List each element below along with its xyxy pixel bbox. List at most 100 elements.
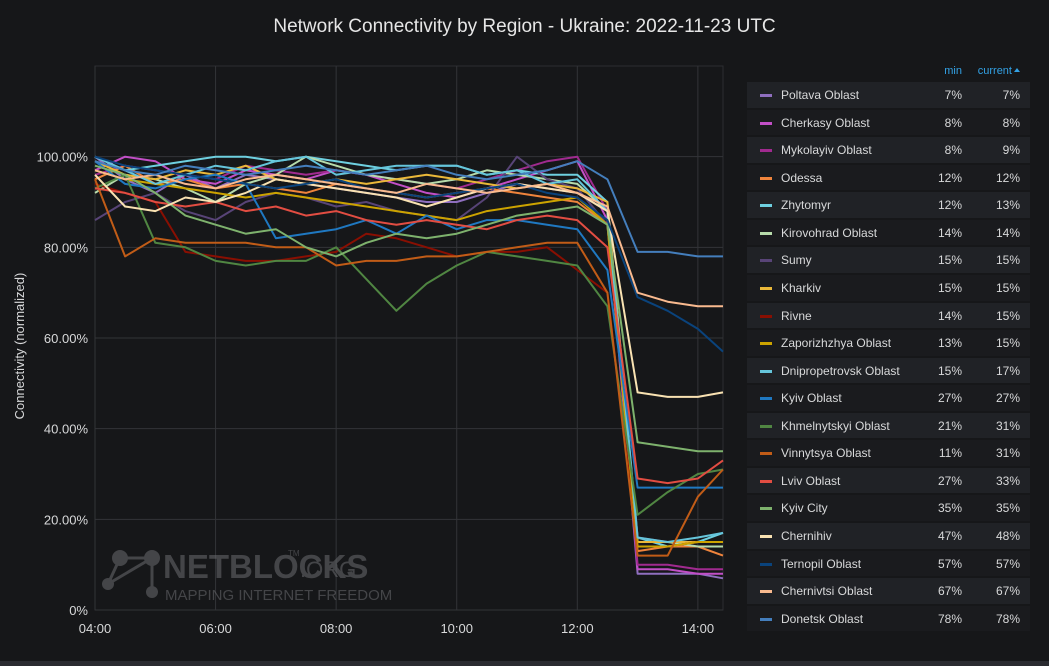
series-color-swatch[interactable]	[760, 204, 772, 208]
watermark-brand: NETBLOCKS	[163, 548, 368, 585]
series-color-swatch[interactable]	[760, 94, 772, 97]
x-tick-label: 06:00	[199, 621, 232, 636]
legend-current-value: 35%	[995, 501, 1020, 516]
series-color-swatch[interactable]	[760, 452, 772, 456]
series-color-swatch[interactable]	[760, 397, 772, 401]
legend-series-name[interactable]: Kyiv City	[781, 501, 828, 516]
legend-series-name[interactable]: Odessa	[781, 170, 823, 185]
netblocks-watermark: NETBLOCKS TM .ORG MAPPING INTERNET FREED…	[102, 548, 392, 604]
series-line-kyiv-city[interactable]	[94, 164, 723, 453]
legend-min-value: 14%	[937, 225, 962, 240]
legend-series-name[interactable]: Vinnytsya Oblast	[781, 446, 871, 461]
legend-series-name[interactable]: Chernihiv	[781, 529, 832, 543]
legend-row[interactable]: Odessa 12% 12%	[747, 164, 1030, 191]
legend-series-name[interactable]: Mykolayiv Oblast	[781, 143, 872, 158]
series-color-swatch[interactable]	[760, 314, 772, 318]
sort-asc-icon	[1014, 68, 1020, 72]
legend-current-value: 15%	[995, 280, 1020, 295]
series-color-swatch[interactable]	[760, 562, 772, 566]
legend-series-name[interactable]: Dnipropetrovsk Oblast	[781, 363, 900, 378]
legend-min-value: 47%	[937, 529, 962, 543]
series-color-swatch[interactable]	[760, 369, 772, 373]
y-tick-label: 60.00%	[44, 331, 89, 346]
series-color-swatch[interactable]	[760, 342, 772, 346]
series-color-swatch[interactable]	[760, 424, 772, 428]
x-tick-label: 10:00	[440, 621, 473, 636]
watermark-tm: TM	[288, 549, 300, 558]
legend-series-name[interactable]: Lviv Oblast	[781, 473, 841, 488]
legend-row[interactable]: Kharkiv 15% 15%	[747, 274, 1030, 301]
legend-row[interactable]: Sumy 15% 15%	[747, 247, 1030, 273]
y-tick-label: 80.00%	[44, 240, 89, 255]
legend-row[interactable]: Vinnytsya Oblast 11% 31%	[747, 440, 1030, 466]
legend-series-name[interactable]: Sumy	[781, 253, 812, 268]
legend-row[interactable]: Zaporizhzhya Oblast 13% 15%	[747, 330, 1030, 356]
legend-header: min current	[747, 60, 1030, 82]
x-tick-label: 08:00	[320, 621, 353, 636]
series-color-swatch[interactable]	[760, 535, 772, 538]
series-line-odessa[interactable]	[94, 164, 724, 557]
series-line-vinnytsya-oblast[interactable]	[94, 178, 724, 557]
legend-series-name[interactable]: Cherkasy Oblast	[781, 115, 870, 130]
series-line-cherkasy-oblast[interactable]	[94, 155, 723, 575]
legend-row[interactable]: Khmelnytskyi Oblast 21% 31%	[747, 412, 1030, 439]
series-color-swatch[interactable]	[760, 617, 772, 621]
bottom-scroll-track	[0, 661, 1049, 666]
legend-series-name[interactable]: Zhytomyr	[781, 198, 832, 213]
legend-min-value: 21%	[937, 418, 962, 433]
legend-row[interactable]: Chernihiv 47% 48%	[747, 523, 1030, 549]
legend-series-name[interactable]: Ternopil Oblast	[781, 556, 862, 571]
legend-min-value: 57%	[937, 556, 962, 571]
legend-rows: Poltava Oblast 7% 7% Cherkasy Oblast 8% 8% Myk…	[747, 82, 1030, 632]
legend-row[interactable]: Dnipropetrovsk Oblast 15% 17%	[747, 357, 1030, 384]
series-color-swatch[interactable]	[760, 176, 772, 180]
series-color-swatch[interactable]	[760, 121, 772, 125]
legend-row[interactable]: Kirovohrad Oblast 14% 14%	[747, 219, 1030, 246]
series-line-chernivtsi-oblast[interactable]	[94, 169, 723, 308]
legend-row[interactable]: Ternopil Oblast 57% 57%	[747, 550, 1030, 577]
legend-row[interactable]: Rivne 14% 15%	[747, 302, 1030, 329]
legend-min-value: 15%	[937, 280, 962, 295]
legend-min-value: 14%	[937, 308, 962, 323]
legend-row[interactable]: Kyiv Oblast 27% 27%	[747, 385, 1030, 411]
legend-row[interactable]: Lviv Oblast 27% 33%	[747, 467, 1030, 494]
legend-series-name[interactable]: Rivne	[781, 308, 812, 323]
legend-row[interactable]: Donetsk Oblast 78% 78%	[747, 605, 1030, 632]
legend-series-name[interactable]: Zaporizhzhya Oblast	[781, 336, 892, 351]
legend-series-name[interactable]: Donetsk Oblast	[781, 611, 864, 626]
series-color-swatch[interactable]	[760, 590, 772, 594]
legend-row[interactable]: Mykolayiv Oblast 8% 9%	[747, 137, 1030, 163]
legend-series-name[interactable]: Kirovohrad Oblast	[781, 225, 878, 240]
series-line-poltava-oblast[interactable]	[94, 155, 724, 580]
series-color-swatch[interactable]	[760, 259, 772, 263]
legend-sort-min[interactable]: min	[944, 65, 962, 77]
legend-series-name[interactable]: Poltava Oblast	[781, 88, 860, 102]
series-color-swatch[interactable]	[760, 507, 772, 511]
series-line-khmelnytskyi-oblast[interactable]	[94, 173, 724, 516]
legend-series-name[interactable]: Kharkiv	[781, 280, 822, 295]
series-color-swatch[interactable]	[760, 231, 772, 235]
series-line-kirovohrad-oblast[interactable]	[94, 155, 723, 548]
legend-current-value: 12%	[995, 170, 1020, 185]
legend-current-value: 8%	[1002, 115, 1020, 130]
series-line-chernihiv[interactable]	[94, 174, 724, 398]
legend-row[interactable]: Poltava Oblast 7% 7%	[747, 82, 1030, 108]
series-line-rivne[interactable]	[94, 182, 723, 548]
legend-row[interactable]: Cherkasy Oblast 8% 8%	[747, 109, 1030, 136]
legend-row[interactable]: Zhytomyr 12% 13%	[747, 192, 1030, 218]
series-line-donetsk-oblast[interactable]	[94, 160, 723, 258]
legend-row[interactable]: Chernivtsi Oblast 67% 67%	[747, 578, 1030, 604]
series-color-swatch[interactable]	[760, 286, 772, 290]
series-line-zhytomyr[interactable]	[94, 155, 724, 548]
legend-sort-current[interactable]: current	[978, 65, 1020, 77]
series-color-swatch[interactable]	[760, 149, 772, 153]
series-line-mykolayiv-oblast[interactable]	[94, 155, 723, 571]
legend-series-name[interactable]: Khmelnytskyi Oblast	[781, 418, 890, 433]
series-line-ternopil-oblast[interactable]	[94, 155, 724, 353]
series-color-swatch[interactable]	[760, 479, 772, 483]
legend-series-name[interactable]: Chernivtsi Oblast	[781, 584, 873, 599]
legend-series-name[interactable]: Kyiv Oblast	[781, 391, 842, 406]
series-line-lviv-oblast[interactable]	[94, 187, 724, 485]
legend-row[interactable]: Kyiv City 35% 35%	[747, 495, 1030, 522]
